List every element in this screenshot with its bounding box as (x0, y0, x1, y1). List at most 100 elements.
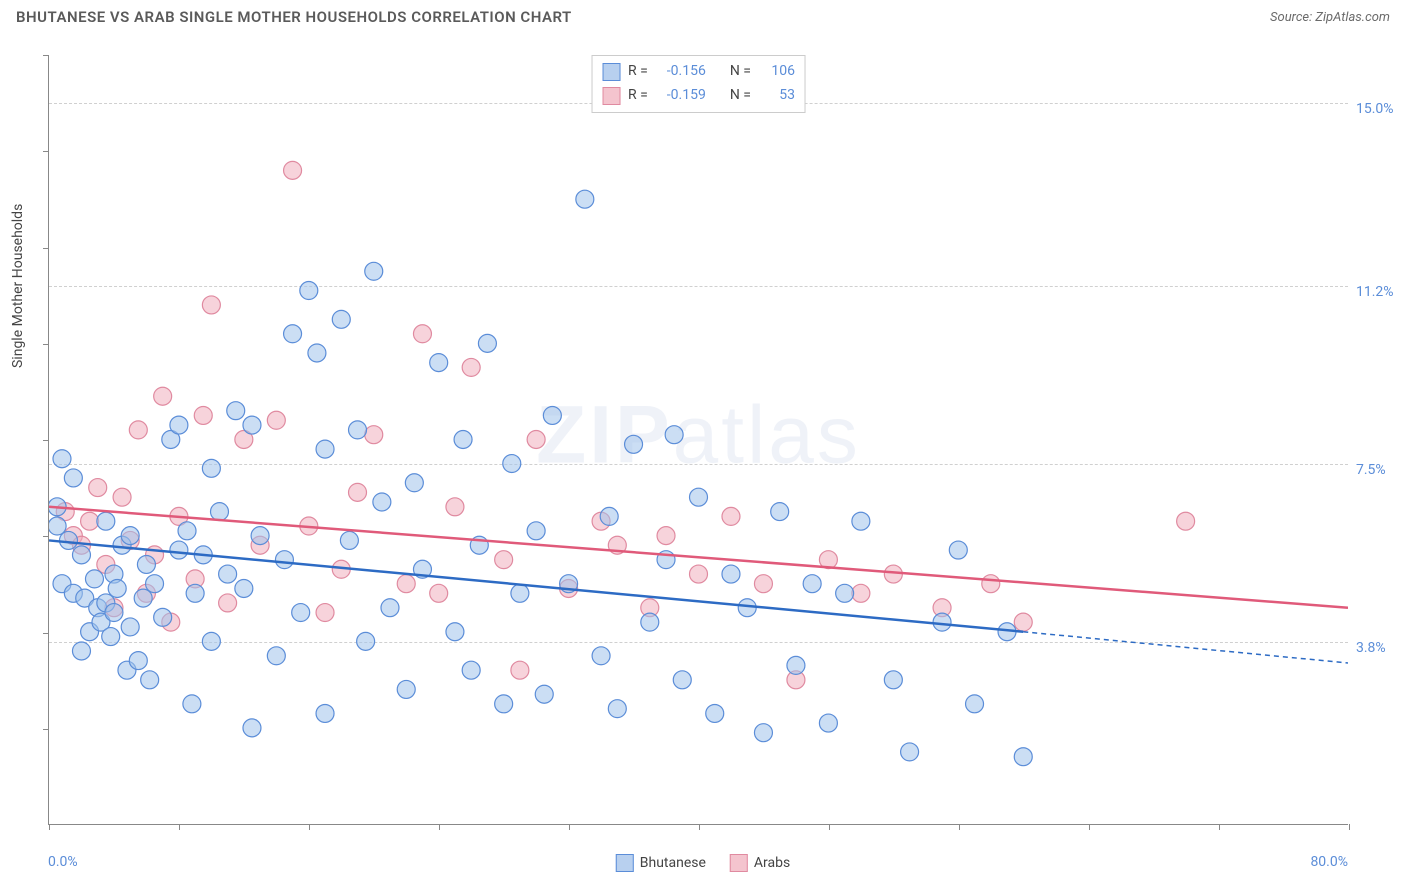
scatter-point (819, 714, 837, 732)
scatter-point (202, 296, 220, 314)
scatter-point (446, 623, 464, 641)
scatter-point (1014, 613, 1032, 631)
scatter-point (113, 488, 131, 506)
n-label-2: N = (730, 84, 751, 108)
scatter-svg (49, 55, 1348, 824)
scatter-point (446, 498, 464, 516)
scatter-point (202, 632, 220, 650)
chart-title: BHUTANESE VS ARAB SINGLE MOTHER HOUSEHOL… (16, 8, 572, 26)
scatter-point (884, 671, 902, 689)
scatter-point (625, 435, 643, 453)
scatter-point (665, 426, 683, 444)
chart-header: BHUTANESE VS ARAB SINGLE MOTHER HOUSEHOL… (0, 0, 1406, 30)
scatter-point (89, 479, 107, 497)
scatter-point (982, 575, 1000, 593)
scatter-point (141, 671, 159, 689)
swatch-bhutanese (602, 63, 620, 81)
scatter-point (85, 570, 103, 588)
scatter-point (600, 507, 618, 525)
scatter-point (108, 580, 126, 598)
r-value-1: -0.156 (656, 60, 706, 84)
scatter-point (430, 584, 448, 602)
r-label-2: R = (628, 84, 648, 108)
scatter-point (349, 483, 367, 501)
scatter-point (64, 469, 82, 487)
y-tick-label: 3.8% (1356, 640, 1386, 656)
scatter-point (284, 325, 302, 343)
scatter-point (211, 503, 229, 521)
scatter-point (105, 604, 123, 622)
scatter-point (284, 161, 302, 179)
chart-source: Source: ZipAtlas.com (1270, 10, 1390, 25)
scatter-point (365, 426, 383, 444)
scatter-point (170, 541, 188, 559)
scatter-point (183, 695, 201, 713)
scatter-point (219, 594, 237, 612)
legend-label-bhutanese: Bhutanese (640, 855, 706, 871)
x-tick (959, 824, 960, 830)
scatter-point (170, 416, 188, 434)
scatter-point (608, 700, 626, 718)
scatter-point (202, 459, 220, 477)
x-tick (309, 824, 310, 830)
scatter-point (527, 522, 545, 540)
scatter-point (852, 584, 870, 602)
scatter-point (803, 575, 821, 593)
scatter-point (462, 661, 480, 679)
scatter-point (478, 334, 496, 352)
x-tick (829, 824, 830, 830)
x-tick (49, 824, 50, 830)
x-tick (179, 824, 180, 830)
scatter-point (227, 402, 245, 420)
scatter-point (901, 743, 919, 761)
scatter-point (852, 512, 870, 530)
scatter-point (576, 190, 594, 208)
x-tick (439, 824, 440, 830)
scatter-point (787, 656, 805, 674)
legend-swatch-arabs (730, 854, 748, 872)
scatter-point (373, 493, 391, 511)
scatter-point (949, 541, 967, 559)
swatch-arabs (602, 87, 620, 105)
scatter-point (527, 431, 545, 449)
y-tick-label: 15.0% (1356, 101, 1394, 117)
scatter-point (316, 440, 334, 458)
scatter-point (72, 546, 90, 564)
scatter-point (495, 695, 513, 713)
scatter-point (308, 344, 326, 362)
scatter-point (129, 652, 147, 670)
scatter-point (267, 411, 285, 429)
scatter-point (966, 695, 984, 713)
scatter-point (771, 503, 789, 521)
y-tick-label: 7.5% (1356, 462, 1386, 478)
scatter-point (543, 406, 561, 424)
y-axis-title: Single Mother Households (10, 204, 26, 368)
scatter-point (657, 527, 675, 545)
plot-area: R = -0.156 N = 106 R = -0.159 N = 53 ZIP… (48, 55, 1348, 825)
scatter-point (365, 262, 383, 280)
regression-extrapolation (1023, 632, 1348, 663)
scatter-point (154, 387, 172, 405)
scatter-point (267, 647, 285, 665)
r-value-2: -0.159 (656, 84, 706, 108)
r-label-1: R = (628, 60, 648, 84)
scatter-point (1014, 748, 1032, 766)
legend-item-arabs: Arabs (730, 854, 790, 872)
x-tick (1219, 824, 1220, 830)
scatter-point (690, 488, 708, 506)
x-tick (1349, 824, 1350, 830)
scatter-point (243, 719, 261, 737)
scatter-point (722, 507, 740, 525)
bottom-legend: Bhutanese Arabs (616, 854, 790, 872)
scatter-point (641, 613, 659, 631)
scatter-point (243, 416, 261, 434)
scatter-point (1177, 512, 1195, 530)
scatter-point (592, 647, 610, 665)
scatter-point (332, 310, 350, 328)
scatter-point (430, 354, 448, 372)
scatter-point (316, 604, 334, 622)
scatter-point (292, 604, 310, 622)
scatter-point (503, 455, 521, 473)
stats-row-2: R = -0.159 N = 53 (602, 84, 795, 108)
scatter-point (178, 522, 196, 540)
